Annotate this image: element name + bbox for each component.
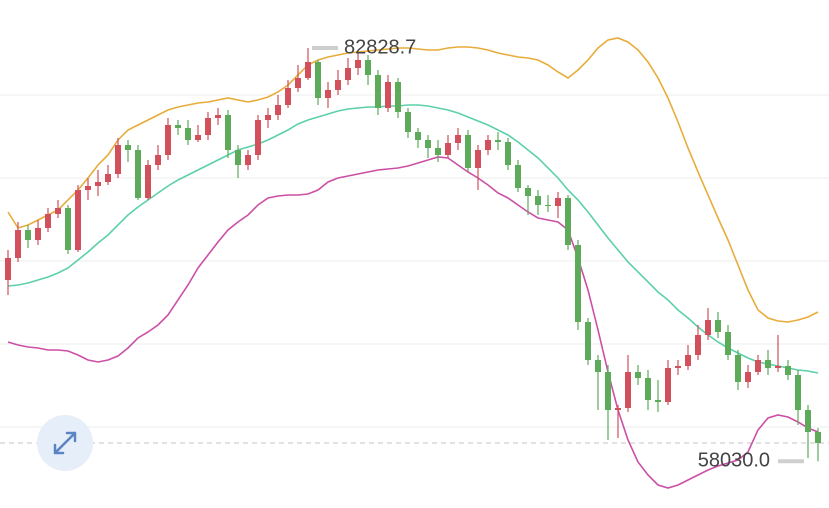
candle-body xyxy=(155,154,161,165)
candle-body xyxy=(635,371,641,378)
candle-body xyxy=(205,117,211,135)
band-line xyxy=(7,156,819,489)
candle-body xyxy=(545,204,551,206)
candle-body xyxy=(105,173,111,182)
candle-body xyxy=(555,197,561,206)
candle-body xyxy=(265,114,271,120)
candle-body xyxy=(345,67,351,80)
candle-body xyxy=(165,124,171,155)
candle-body xyxy=(235,149,241,165)
candle-body xyxy=(425,139,431,148)
candle-body xyxy=(55,207,61,214)
candle-body xyxy=(605,371,611,410)
expand-icon[interactable] xyxy=(53,431,77,455)
candle-body xyxy=(495,139,501,142)
candle-body xyxy=(215,114,221,118)
candle-body xyxy=(675,365,681,368)
candle-body xyxy=(355,59,361,68)
candle-body xyxy=(295,77,301,88)
candle-body xyxy=(515,164,521,188)
candle-body xyxy=(745,371,751,382)
candle-body xyxy=(125,144,131,150)
candle-body xyxy=(505,141,511,165)
candle-body xyxy=(755,359,761,372)
candle-body xyxy=(705,319,711,335)
candle-body xyxy=(255,119,261,155)
candle-body xyxy=(415,131,421,140)
candle-body xyxy=(195,134,201,140)
candle-body xyxy=(785,365,791,375)
candle-body xyxy=(185,127,191,140)
candle-body xyxy=(175,124,181,128)
candle-body xyxy=(445,142,451,155)
candle-body xyxy=(665,367,671,402)
candle-body xyxy=(385,81,391,108)
candle-body xyxy=(805,409,811,432)
candle-body xyxy=(365,59,371,75)
candle-body xyxy=(65,207,71,250)
candle-body xyxy=(135,149,141,198)
candle-body xyxy=(285,87,291,105)
candle-body xyxy=(25,229,31,240)
candle-body xyxy=(375,74,381,108)
band-line xyxy=(7,104,819,374)
candle-body xyxy=(575,244,581,322)
candle-body xyxy=(75,189,81,250)
plot: 82828.7 58030.0 xyxy=(0,36,829,489)
candle-body xyxy=(435,147,441,155)
candle-body xyxy=(275,104,281,115)
candle-body xyxy=(95,181,101,186)
candle-body xyxy=(315,61,321,98)
candle-body xyxy=(225,114,231,150)
candle-body xyxy=(115,144,121,174)
candle-body xyxy=(335,79,341,90)
candle-body xyxy=(565,197,571,245)
candle-body xyxy=(615,407,621,410)
candle-body xyxy=(685,354,691,366)
candle-body xyxy=(245,154,251,165)
band-line xyxy=(7,37,819,323)
candle-body xyxy=(525,187,531,196)
candle-body xyxy=(625,371,631,408)
candle-body xyxy=(655,399,661,402)
background-grid xyxy=(0,94,829,428)
candle-body xyxy=(305,61,311,78)
candle-body xyxy=(145,164,151,198)
candle-body xyxy=(85,185,91,190)
candle-body xyxy=(595,359,601,372)
candle-body xyxy=(535,195,541,205)
candle-body xyxy=(715,319,721,332)
low-label: 58030.0 xyxy=(698,450,770,472)
candle-body xyxy=(485,139,491,150)
candle-body xyxy=(45,213,51,228)
candle-body xyxy=(15,229,21,258)
candle-body xyxy=(585,321,591,360)
candle-body xyxy=(465,134,471,168)
candle-body xyxy=(645,377,651,400)
candle-body xyxy=(395,81,401,112)
candle-body xyxy=(405,111,411,132)
candle-body xyxy=(35,227,41,240)
expand-button[interactable] xyxy=(37,415,93,471)
candle-body xyxy=(695,334,701,355)
candle-body xyxy=(325,89,331,98)
candle-body xyxy=(725,331,731,355)
candle-body xyxy=(765,359,771,368)
high-label: 82828.7 xyxy=(344,36,416,58)
candle-body xyxy=(475,149,481,168)
candle-body xyxy=(815,431,821,443)
candle-body xyxy=(455,134,461,143)
candle-body xyxy=(5,257,11,280)
candle-body xyxy=(795,374,801,410)
candle-body xyxy=(775,365,781,368)
candle-body xyxy=(735,354,741,382)
